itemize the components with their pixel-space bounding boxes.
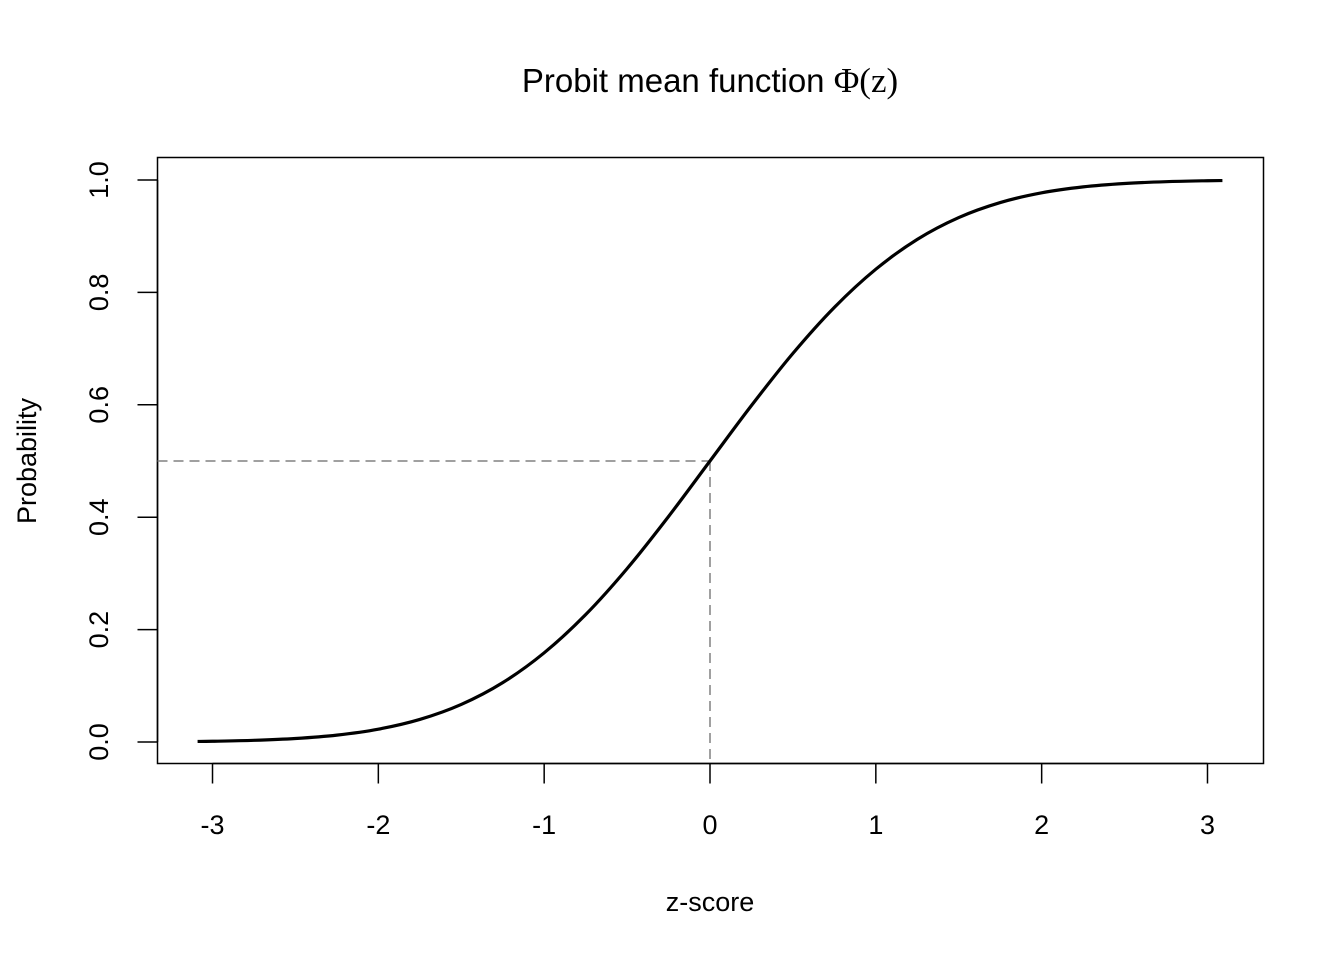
y-tick-label: 0.4: [84, 498, 114, 536]
x-tick-label: 2: [1034, 810, 1049, 840]
x-tick-label: -1: [532, 810, 556, 840]
chart-title: Probit mean function Φ(z): [522, 61, 898, 100]
x-axis: -3 -2 -1 0 1 2 3: [201, 762, 1215, 840]
y-tick-label: 0.8: [84, 274, 114, 312]
y-axis-label: Probability: [12, 397, 42, 524]
y-tick-label: 0.6: [84, 386, 114, 424]
y-axis: 0.0 0.2 0.4 0.6 0.8 1.0: [84, 161, 159, 761]
x-tick-label: 3: [1200, 810, 1215, 840]
chart-title-text: Probit mean function: [522, 62, 834, 99]
x-tick-label: 1: [868, 810, 883, 840]
probit-curve: [197, 178, 1223, 744]
x-tick-label: -3: [201, 810, 225, 840]
x-tick-label: -2: [366, 810, 390, 840]
y-tick-label: 1.0: [84, 161, 114, 199]
series-group: [197, 178, 1223, 744]
x-axis-label: z-score: [666, 887, 755, 917]
y-tick-label: 0.2: [84, 611, 114, 649]
chart-title-math: Φ(z): [834, 61, 898, 100]
x-tick-label: 0: [702, 810, 717, 840]
y-tick-label: 0.0: [84, 723, 114, 761]
reference-lines: [157, 460, 711, 764]
